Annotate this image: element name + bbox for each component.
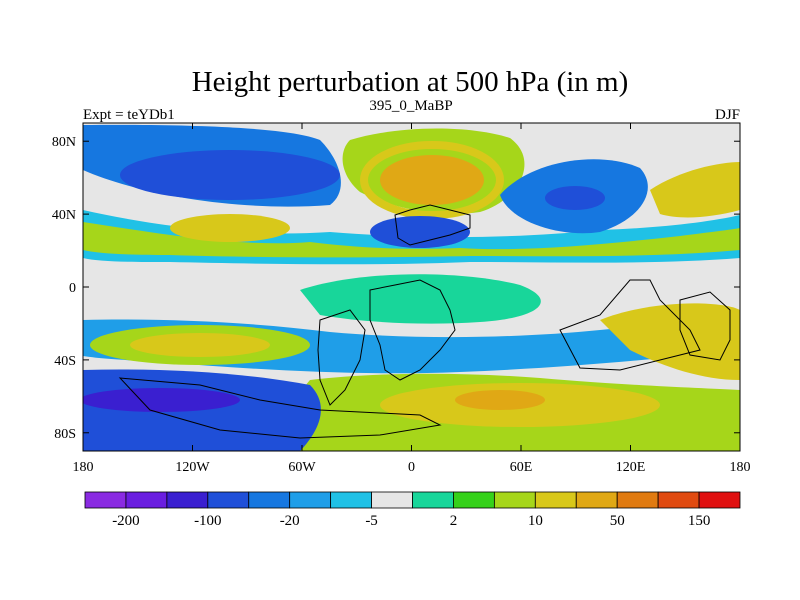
x-tick-label: 60W <box>288 460 316 475</box>
y-tick-label: 0 <box>69 281 76 296</box>
coastline-africa <box>369 279 456 381</box>
colorbar-box <box>698 491 741 509</box>
colorbar-box <box>125 491 168 509</box>
colorbar-box <box>616 491 659 509</box>
equatorial-positive <box>300 274 541 324</box>
colorbar: -200 -100 -20 -5 2 10 50 150 <box>84 491 741 529</box>
coastline-south-america <box>317 309 366 406</box>
colorbar-box <box>289 491 332 509</box>
colorbar-label: -100 <box>194 513 222 529</box>
x-tick-label: 180 <box>730 460 751 475</box>
y-tick-label: 40S <box>54 354 76 369</box>
x-tick-label: 60E <box>510 460 533 475</box>
continent-outlines <box>118 204 731 439</box>
season-label: DJF <box>715 107 740 123</box>
south-polar-negative-core <box>83 388 240 412</box>
colorbar-box <box>166 491 209 509</box>
north-tropics-high <box>170 214 290 242</box>
colorbar-box <box>493 491 536 509</box>
south-polar-peak <box>455 390 545 410</box>
colorbar-box <box>84 491 127 509</box>
colorbar-label: 150 <box>688 513 711 529</box>
colorbar-box <box>453 491 495 509</box>
colorbar-box <box>534 491 577 509</box>
x-tick-label: 120W <box>175 460 210 475</box>
coastline-europe <box>394 204 471 246</box>
north-high-ring <box>360 141 504 219</box>
colorbar-box <box>412 491 454 509</box>
colorbar-label: -20 <box>280 513 300 529</box>
south-high-west-core <box>130 333 270 357</box>
south-high-east <box>600 303 740 380</box>
x-tick-label: 120E <box>616 460 646 475</box>
period-label: 395_0_MaBP <box>369 98 452 114</box>
coastline-asia <box>559 279 701 371</box>
colorbar-box <box>371 491 413 509</box>
chart-title: Height perturbation at 500 hPa (in m) <box>192 66 629 98</box>
colorbar-label: -200 <box>112 513 140 529</box>
y-tick-label: 40N <box>52 208 76 223</box>
y-tick-label: 80S <box>54 427 76 442</box>
colorbar-box <box>330 491 372 509</box>
north-low-core <box>120 150 340 200</box>
north-east-high <box>650 162 740 218</box>
band-north-tropics-inner <box>83 222 740 258</box>
colorbar-box <box>248 491 291 509</box>
colorbar-label: -5 <box>365 513 378 529</box>
north-low-east-core <box>545 186 605 210</box>
x-tick-label: 180 <box>73 460 94 475</box>
north-high-core <box>380 155 484 205</box>
y-axis: 80N 40N 0 40S 80S <box>52 135 740 442</box>
colorbar-label: 2 <box>450 513 458 529</box>
y-tick-label: 80N <box>52 135 76 150</box>
colorbar-label: 10 <box>528 513 543 529</box>
x-axis: 180 120W 60W 0 60E 120E 180 <box>73 123 751 475</box>
midlat-low <box>370 216 470 248</box>
field-contours <box>83 124 740 451</box>
colorbar-box <box>575 491 618 509</box>
map-plot-area <box>83 123 740 451</box>
x-tick-label: 0 <box>408 460 415 475</box>
colorbar-label: 50 <box>610 513 625 529</box>
colorbar-box <box>657 491 700 509</box>
coastline-antarctica <box>118 377 442 439</box>
experiment-label: Expt = teYDb1 <box>83 107 175 123</box>
coastline-australia <box>679 291 731 361</box>
colorbar-box <box>207 491 250 509</box>
